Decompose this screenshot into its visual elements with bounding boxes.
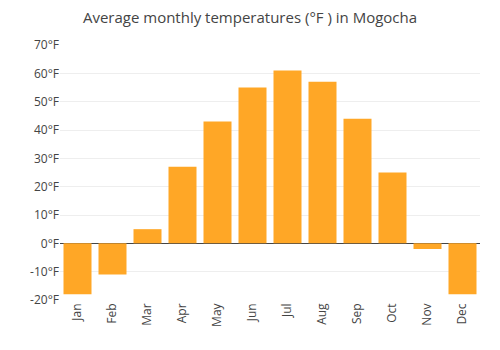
svg-text:10°F: 10°F: [34, 206, 59, 223]
svg-text:Apr: Apr: [173, 303, 190, 323]
svg-text:Aug: Aug: [313, 303, 330, 325]
svg-text:70°F: 70°F: [34, 36, 59, 53]
svg-text:Dec: Dec: [453, 303, 470, 324]
svg-text:May: May: [208, 302, 225, 326]
svg-text:Jul: Jul: [278, 303, 295, 318]
svg-text:30°F: 30°F: [34, 150, 59, 167]
svg-text:-10°F: -10°F: [30, 263, 59, 280]
svg-text:50°F: 50°F: [34, 93, 59, 110]
svg-text:Feb: Feb: [103, 303, 120, 323]
svg-text:40°F: 40°F: [34, 121, 59, 138]
svg-text:Mar: Mar: [138, 303, 155, 325]
svg-text:-20°F: -20°F: [30, 291, 59, 308]
svg-text:Jan: Jan: [68, 303, 85, 321]
svg-text:Average monthly temperatures (: Average monthly temperatures (°F ) in Mo…: [83, 7, 417, 27]
svg-text:60°F: 60°F: [34, 65, 59, 82]
svg-text:Jun: Jun: [243, 303, 260, 322]
svg-text:Sep: Sep: [348, 303, 365, 324]
svg-text:Nov: Nov: [418, 303, 435, 325]
svg-text:20°F: 20°F: [34, 178, 59, 195]
svg-text:0°F: 0°F: [41, 235, 59, 252]
svg-text:Oct: Oct: [383, 303, 400, 322]
